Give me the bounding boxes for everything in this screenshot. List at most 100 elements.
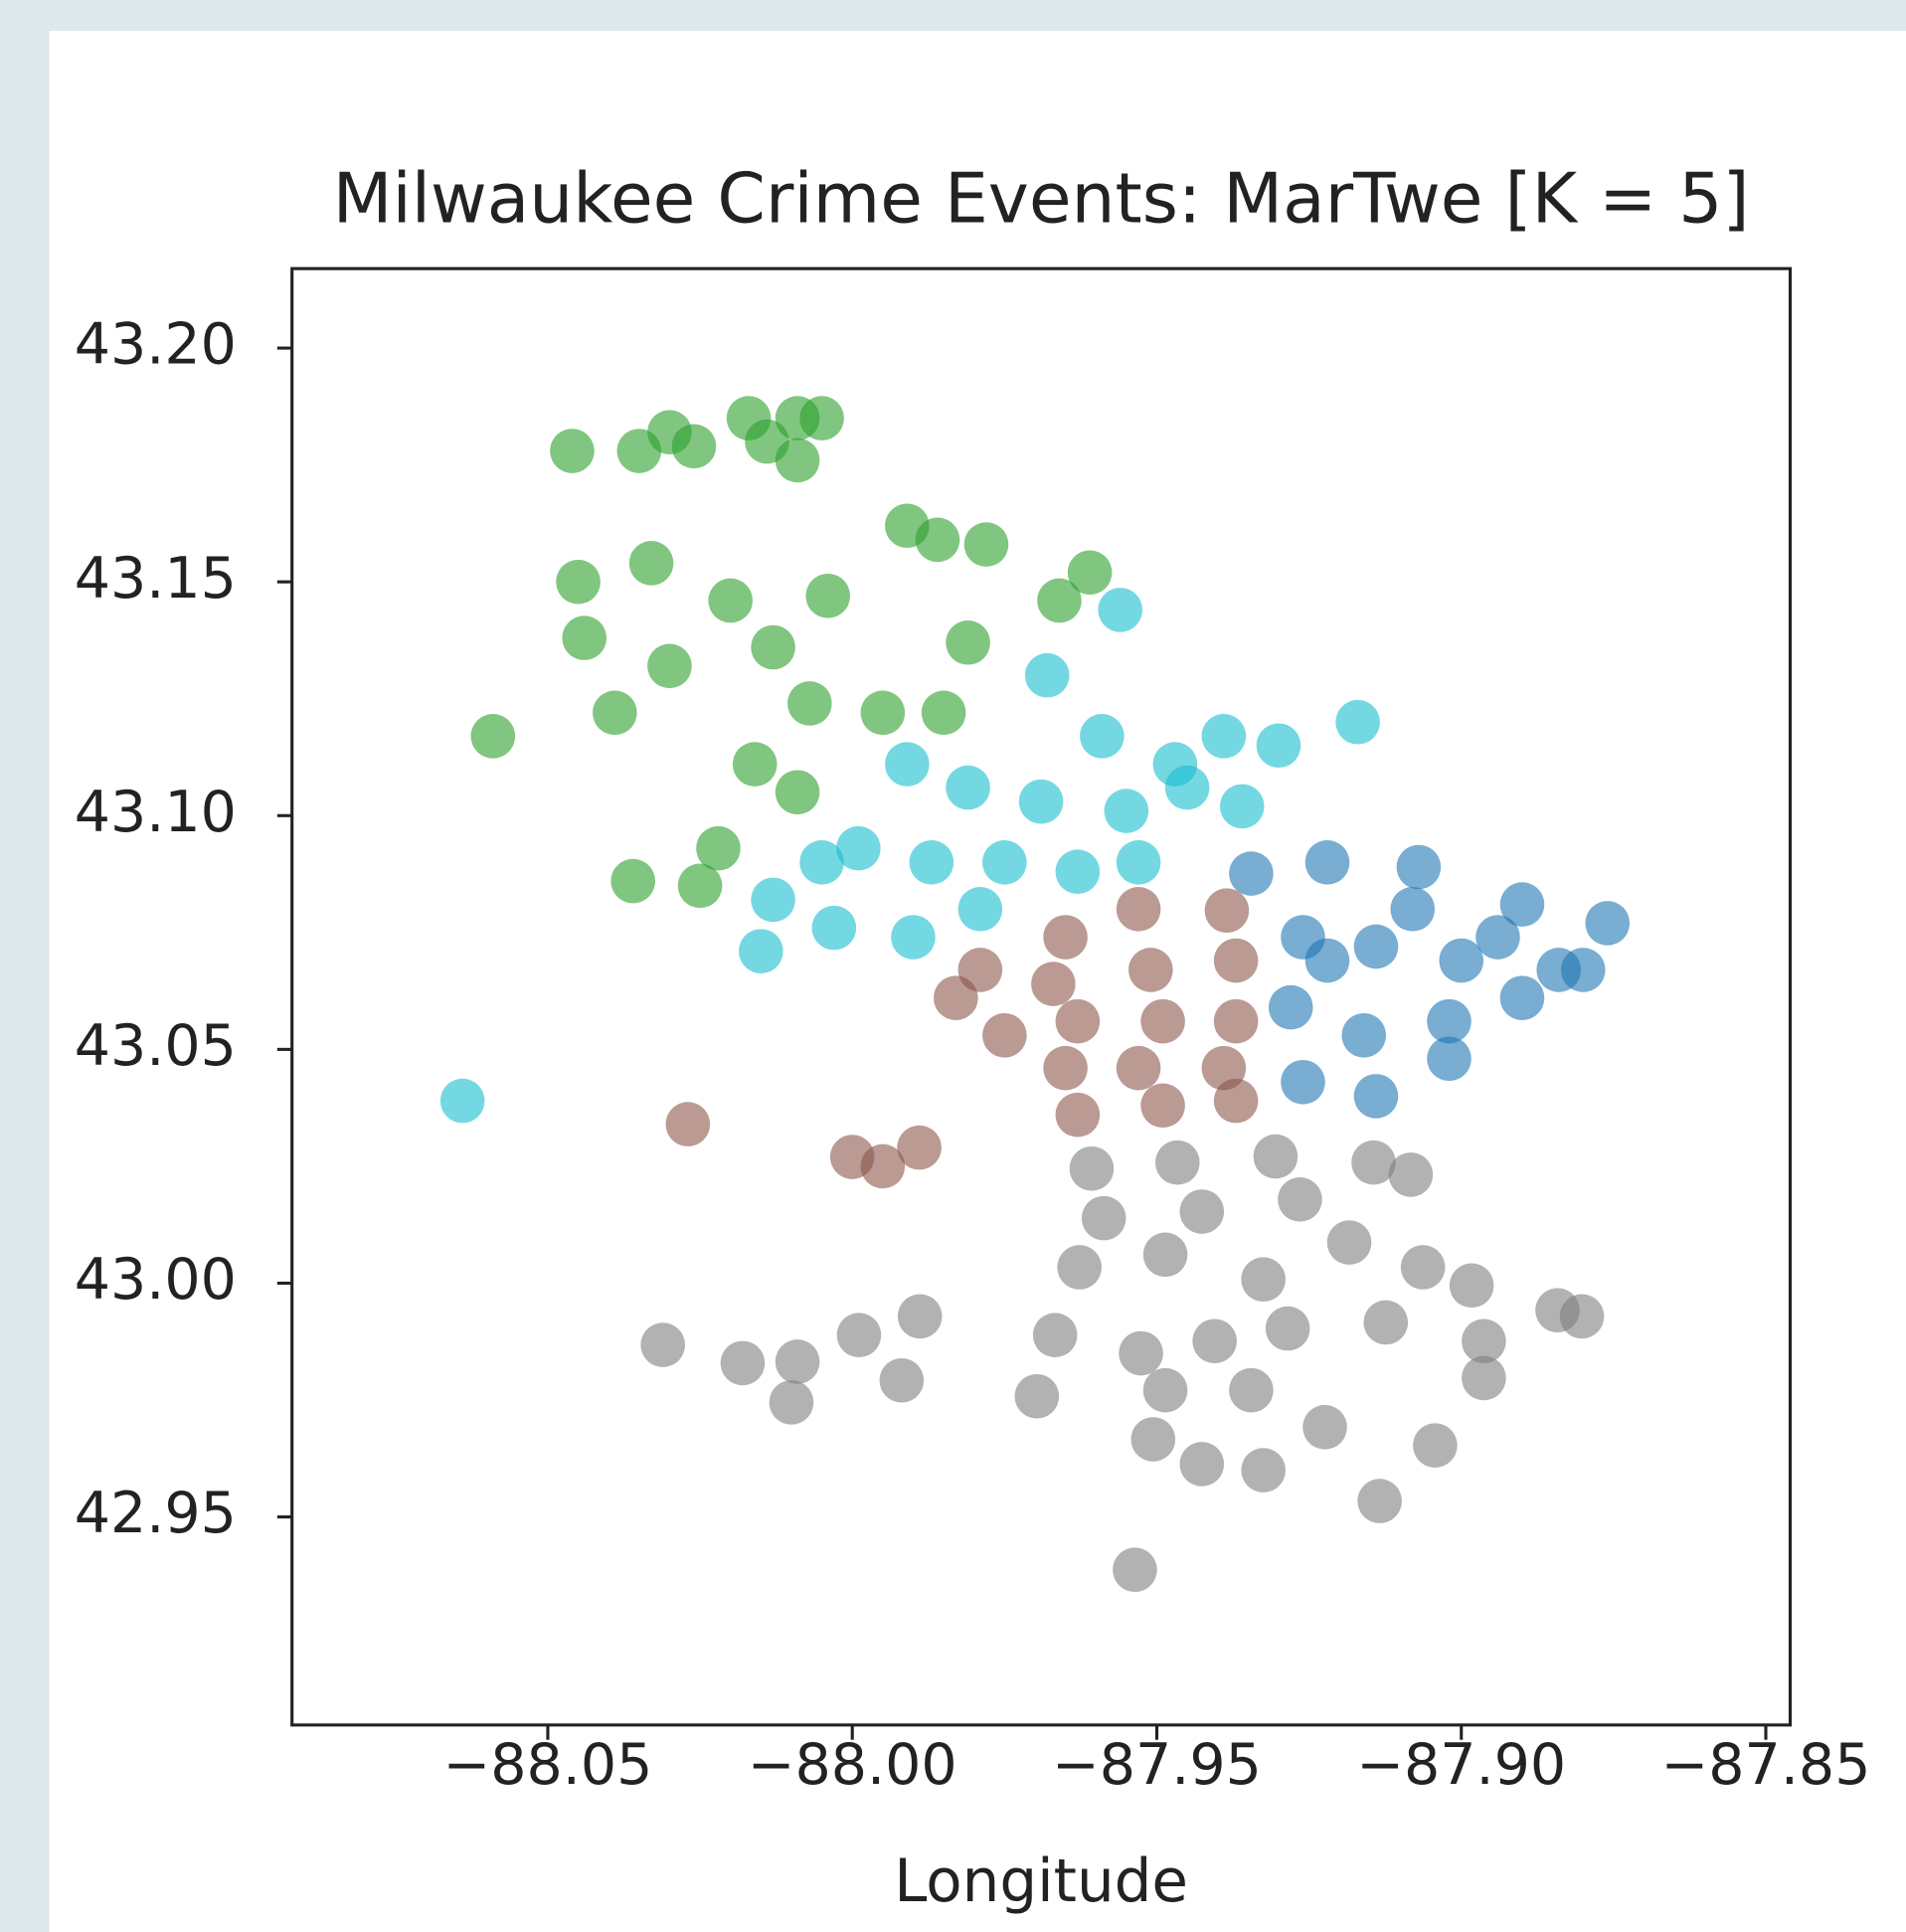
point	[1353, 924, 1399, 969]
point	[1475, 915, 1520, 960]
point	[677, 863, 723, 909]
point	[1104, 789, 1149, 833]
point	[1055, 849, 1101, 895]
plot-frame	[290, 266, 1793, 1727]
point	[1113, 1547, 1157, 1593]
point	[1413, 1423, 1458, 1468]
point	[1219, 784, 1265, 829]
x-tick-label: −88.05	[442, 1732, 652, 1798]
point	[1253, 1134, 1299, 1179]
point	[1142, 1232, 1188, 1278]
chart-title: Milwaukee Crime Events: MarTwe [K = 5]	[333, 159, 1750, 239]
point	[1335, 699, 1380, 745]
point	[1213, 938, 1259, 983]
point	[1014, 1373, 1060, 1419]
point	[1213, 998, 1259, 1044]
point	[593, 690, 637, 736]
point	[1130, 1417, 1176, 1462]
point	[946, 765, 990, 810]
point	[1241, 1448, 1286, 1493]
point	[562, 615, 607, 660]
point	[1179, 1442, 1225, 1487]
point	[1229, 1367, 1274, 1413]
point	[897, 1294, 943, 1339]
point	[799, 839, 844, 885]
point	[556, 559, 601, 605]
point	[1142, 1367, 1188, 1413]
point	[439, 1078, 485, 1124]
point	[1119, 1330, 1163, 1376]
point	[671, 424, 717, 469]
point	[1043, 1045, 1088, 1091]
point	[1116, 839, 1161, 885]
point	[1559, 1294, 1605, 1339]
point	[811, 905, 857, 951]
point	[1462, 1355, 1506, 1401]
y-tick-label: 43.05	[75, 1013, 237, 1079]
point	[1069, 1145, 1115, 1191]
point	[1304, 938, 1350, 983]
y-tick-label: 43.20	[75, 312, 237, 378]
point	[1024, 652, 1070, 698]
point	[1057, 1245, 1102, 1290]
point	[897, 1125, 942, 1170]
point	[1268, 984, 1313, 1030]
point	[1055, 998, 1101, 1044]
point	[909, 839, 954, 885]
point	[879, 1357, 925, 1403]
point	[1164, 765, 1210, 810]
point	[1400, 1245, 1446, 1290]
point	[1462, 1318, 1506, 1364]
point	[1140, 998, 1185, 1044]
point	[1179, 1189, 1225, 1234]
point	[1390, 887, 1436, 932]
point	[1067, 550, 1113, 596]
x-tick-label: −87.90	[1356, 1732, 1566, 1798]
point	[1204, 888, 1250, 934]
point	[1043, 915, 1088, 960]
y-tick-label: 43.10	[75, 780, 237, 845]
point	[1326, 1220, 1372, 1265]
point	[775, 1339, 820, 1384]
point	[946, 619, 990, 665]
y-tick-label: 43.15	[75, 546, 237, 612]
point	[1032, 1313, 1078, 1357]
point	[1241, 1257, 1286, 1303]
point	[1098, 588, 1143, 632]
x-tick-label: −87.85	[1661, 1732, 1871, 1798]
point	[550, 429, 595, 473]
point	[1439, 938, 1484, 983]
point	[1341, 1012, 1387, 1058]
point	[696, 825, 741, 871]
point	[751, 624, 795, 670]
point	[1351, 1140, 1396, 1185]
point	[1396, 844, 1442, 890]
point	[1427, 1036, 1472, 1082]
point	[982, 839, 1027, 885]
point	[665, 1102, 711, 1146]
x-axis-label: Longitude	[894, 1847, 1188, 1916]
point	[805, 573, 851, 618]
point	[1499, 975, 1545, 1020]
point	[708, 578, 754, 623]
point	[1116, 887, 1161, 932]
x-tick-label: −87.95	[1052, 1732, 1262, 1798]
point	[1213, 1078, 1259, 1124]
point	[1278, 1177, 1322, 1222]
point	[1128, 948, 1173, 992]
point	[1140, 1083, 1185, 1129]
point	[732, 742, 778, 787]
point	[470, 714, 516, 759]
point	[1499, 882, 1545, 927]
point	[860, 690, 906, 736]
point	[1560, 948, 1606, 992]
point	[1192, 1318, 1237, 1364]
point	[769, 1380, 814, 1425]
point	[1302, 1404, 1347, 1450]
point	[982, 1012, 1027, 1058]
point	[885, 742, 930, 787]
y-tick-label: 43.00	[75, 1247, 237, 1313]
point	[1304, 839, 1350, 885]
